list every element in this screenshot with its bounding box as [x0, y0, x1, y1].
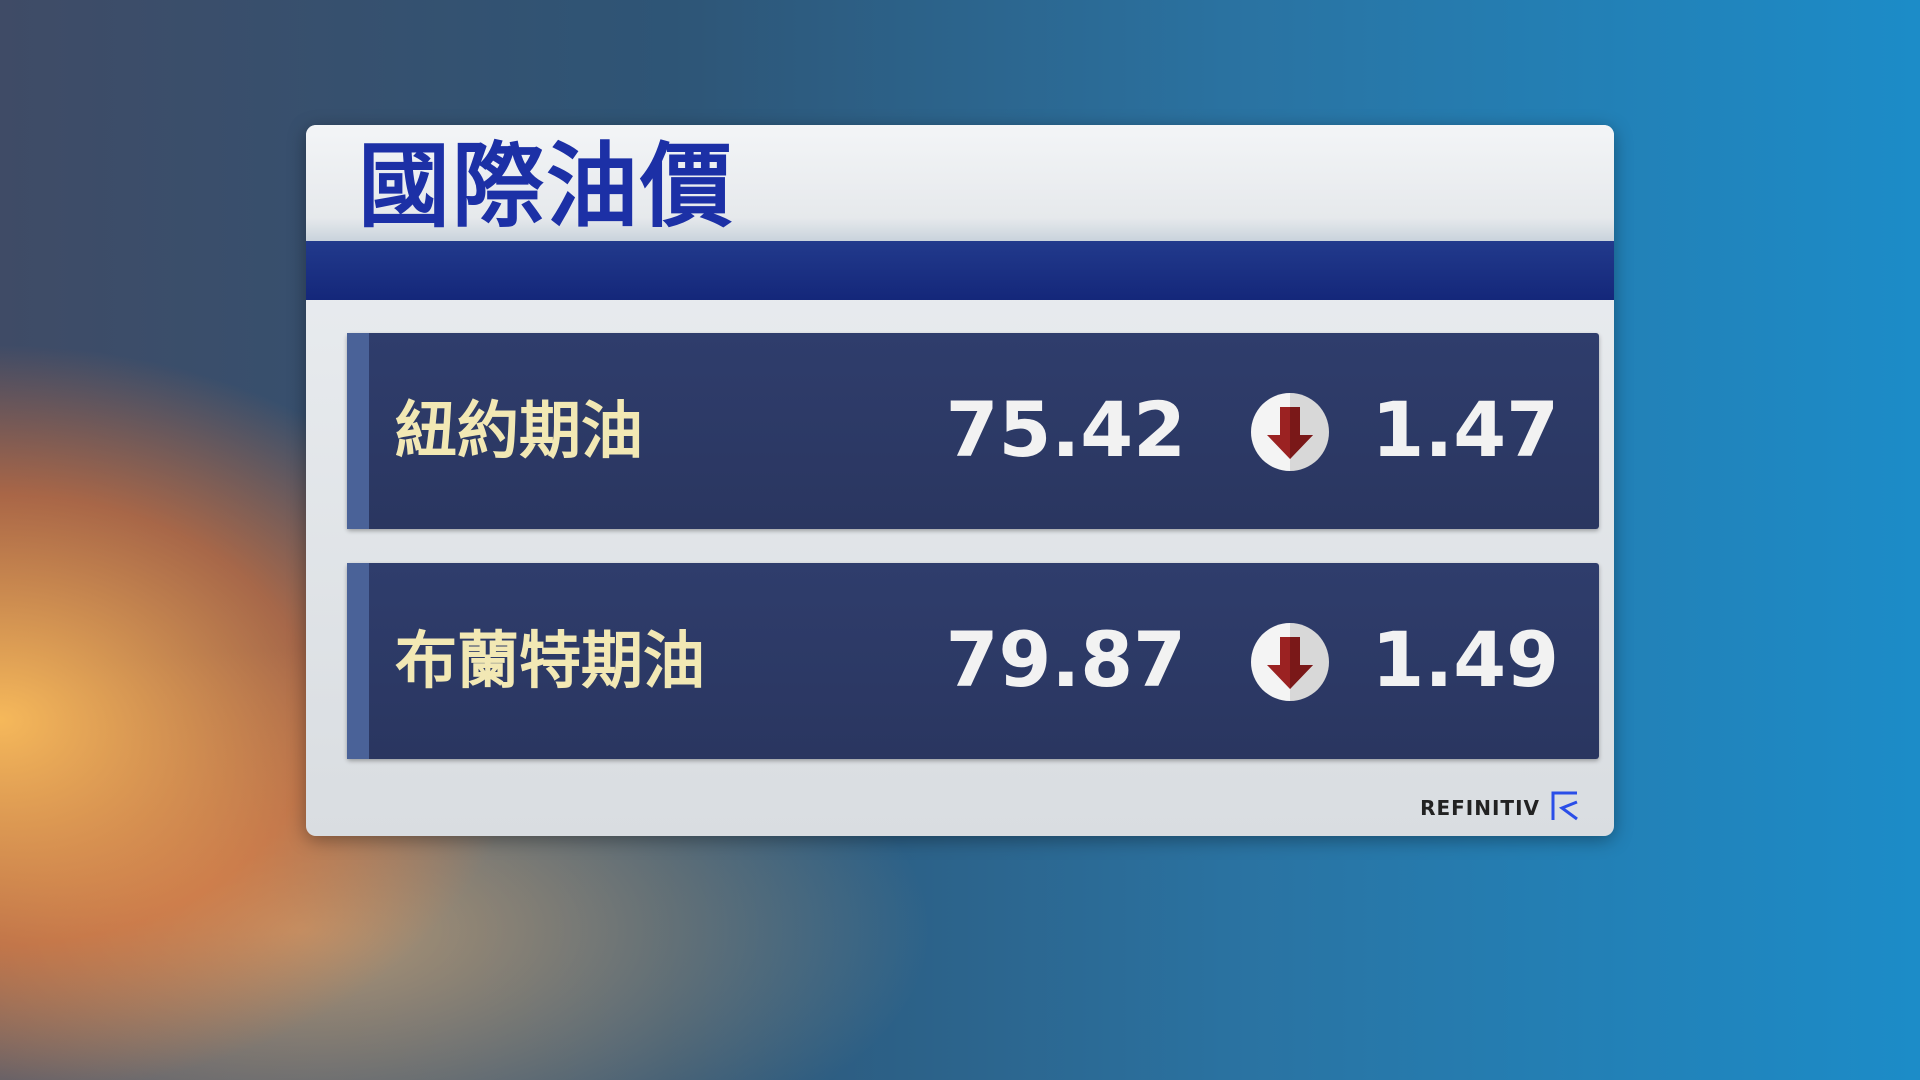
row-accent: [347, 563, 369, 759]
brand-logo: REFINITIV: [1420, 790, 1580, 826]
row-label: 紐約期油: [395, 394, 644, 467]
oil-price-panel: 國際油價 紐約期油 75.42 1.47 布蘭特期油 79.87 1.49 RE…: [306, 125, 1614, 836]
down-arrow-icon: [1251, 393, 1329, 471]
row-accent: [347, 333, 369, 529]
row-price: 75.42: [945, 385, 1186, 474]
brand-name: REFINITIV: [1420, 796, 1540, 820]
row-price: 79.87: [945, 615, 1186, 704]
price-row-nymex: 紐約期油 75.42 1.47: [347, 333, 1599, 529]
price-row-brent: 布蘭特期油 79.87 1.49: [347, 563, 1599, 759]
refinitiv-logo-icon: [1550, 790, 1580, 826]
row-change: 1.47: [1371, 385, 1559, 474]
row-change: 1.49: [1371, 615, 1559, 704]
down-arrow-icon: [1251, 623, 1329, 701]
panel-title: 國際油價: [358, 133, 735, 240]
title-divider-bar: [306, 241, 1614, 300]
title-band: 國際油價: [306, 125, 1614, 241]
row-label: 布蘭特期油: [395, 624, 706, 697]
